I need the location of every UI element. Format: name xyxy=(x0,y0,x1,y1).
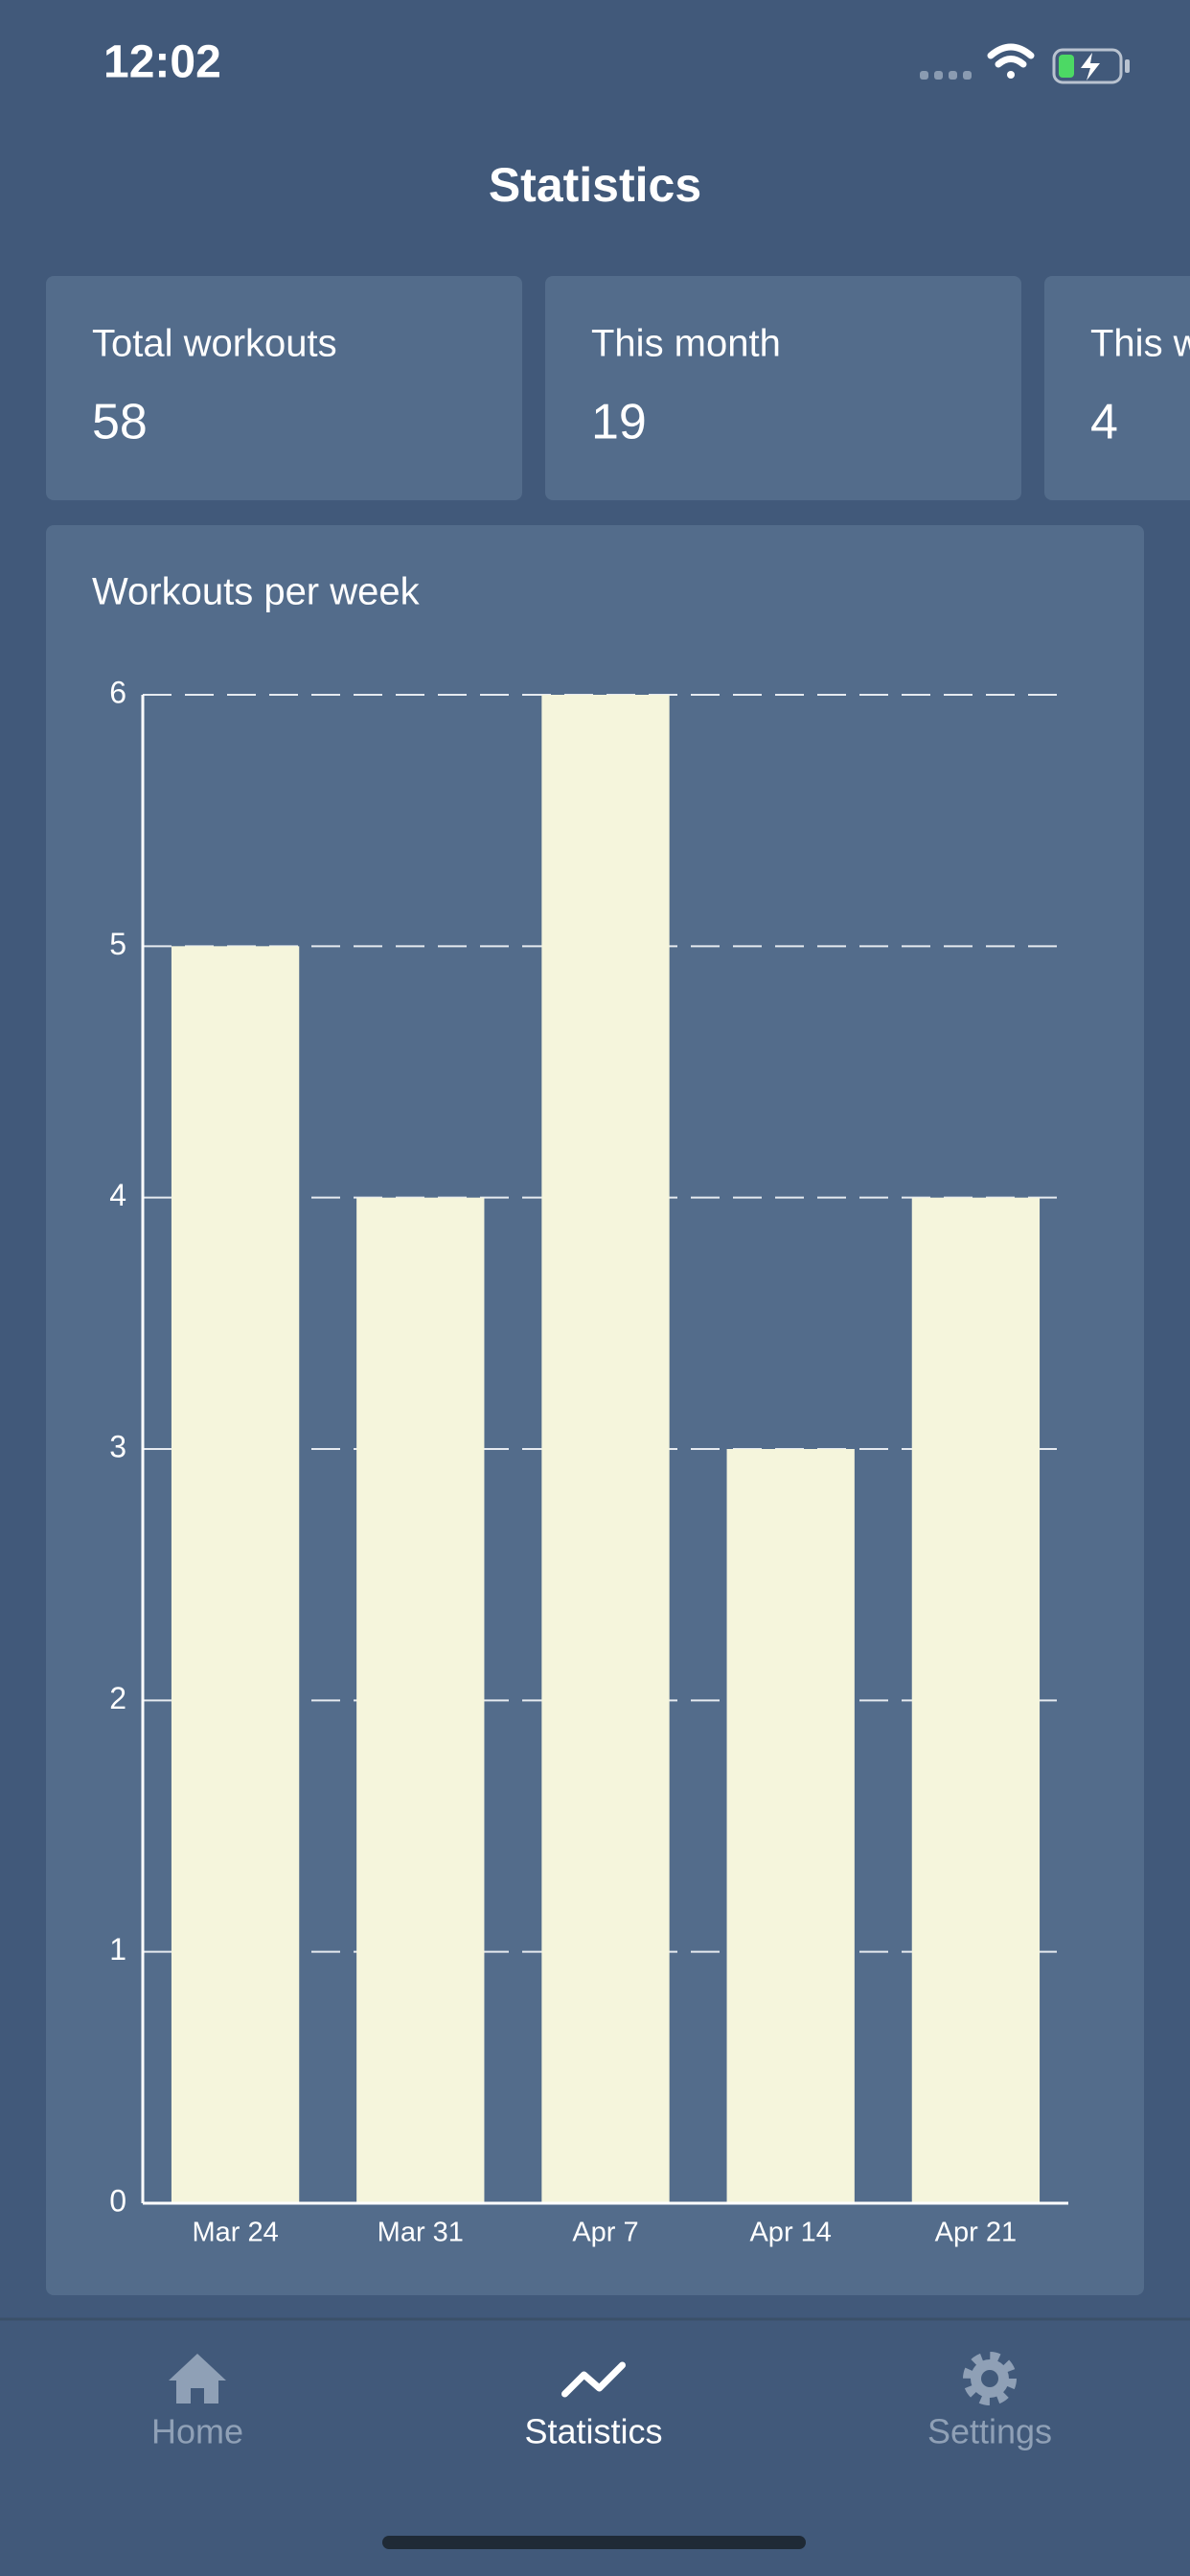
battery-icon xyxy=(1052,48,1130,84)
y-tick-label: 5 xyxy=(109,927,126,961)
stat-label: Total workouts xyxy=(92,323,337,365)
tab-item[interactable]: Settings xyxy=(927,2352,1052,2451)
stat-card xyxy=(46,276,522,500)
bar xyxy=(171,946,300,2204)
home-indicator xyxy=(382,2536,806,2549)
chart-title: Workouts per week xyxy=(92,571,421,613)
stat-value: 19 xyxy=(591,395,647,450)
settings-icon-hole xyxy=(981,2370,998,2387)
bar xyxy=(541,695,670,2203)
y-tick-label: 4 xyxy=(109,1178,126,1212)
y-tick-label: 6 xyxy=(109,675,126,709)
stat-value: 4 xyxy=(1090,395,1118,450)
bar xyxy=(356,1197,485,2203)
signal-icon xyxy=(920,71,972,80)
bar xyxy=(726,1449,855,2203)
statistics-icon xyxy=(561,2361,626,2398)
y-tick-label: 2 xyxy=(109,1681,126,1715)
page-title: Statistics xyxy=(489,158,701,212)
home-icon xyxy=(169,2354,226,2404)
settings-icon xyxy=(963,2352,1017,2405)
tab-label: Settings xyxy=(927,2412,1052,2451)
tab-label: Statistics xyxy=(524,2412,662,2451)
x-tick-label: Mar 31 xyxy=(378,2218,464,2248)
y-tick-label: 0 xyxy=(109,2183,126,2218)
x-tick-label: Apr 14 xyxy=(749,2218,831,2248)
stat-label: This week xyxy=(1090,323,1190,365)
stat-value: 58 xyxy=(92,395,148,450)
x-tick-label: Mar 24 xyxy=(192,2218,278,2248)
tab-item[interactable]: Home xyxy=(151,2354,243,2451)
wifi-icon xyxy=(987,43,1035,79)
y-tick-label: 3 xyxy=(109,1429,126,1463)
stat-label: This month xyxy=(591,323,781,365)
tab-label: Home xyxy=(151,2412,243,2451)
tab-item[interactable]: Statistics xyxy=(524,2361,663,2451)
y-tick-label: 1 xyxy=(109,1932,126,1966)
stat-card xyxy=(545,276,1021,500)
x-tick-label: Apr 21 xyxy=(935,2218,1017,2248)
x-tick-label: Apr 7 xyxy=(572,2218,638,2248)
stat-card xyxy=(1044,276,1190,500)
bar xyxy=(911,1197,1041,2203)
status-time: 12:02 xyxy=(103,37,221,88)
